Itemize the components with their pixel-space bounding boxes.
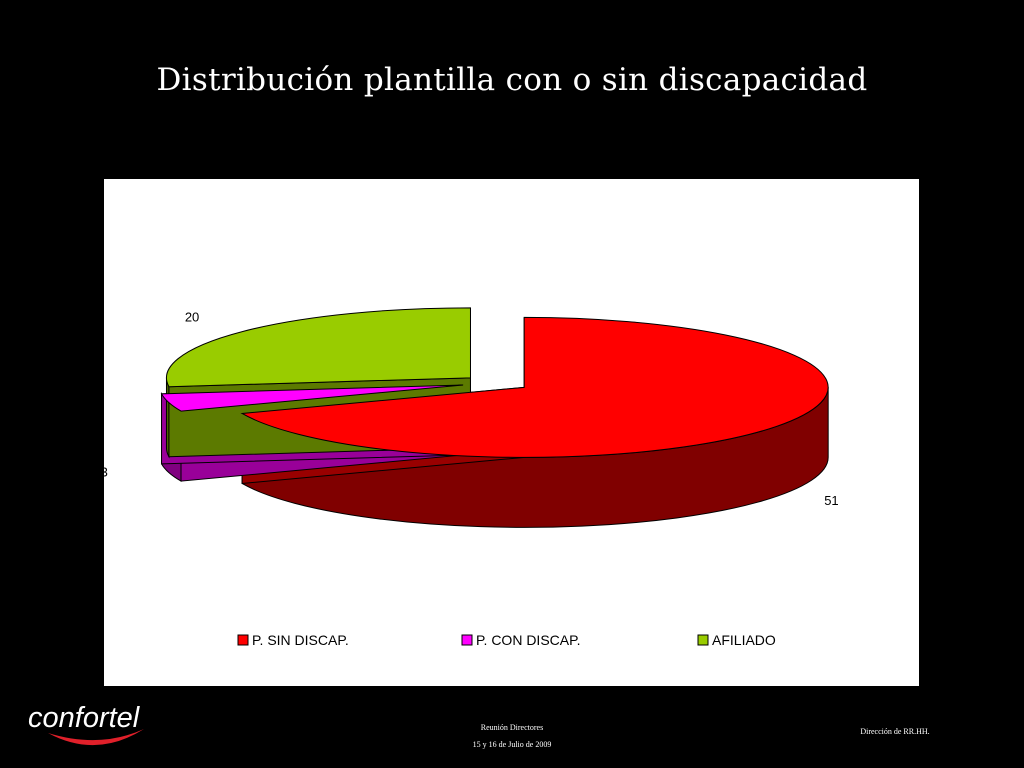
department-label: Dirección de RR.HH.: [860, 727, 930, 736]
meeting-date: 15 y 16 de Julio de 2009: [472, 740, 552, 749]
legend-label-2: P. CON DISCAP.: [476, 632, 581, 648]
legend-label-1: P. SIN DISCAP.: [252, 632, 349, 648]
data-label-2: 3: [104, 464, 108, 479]
pie-slice-3: [166, 307, 471, 388]
data-label-1: 51: [824, 493, 838, 508]
data-label-3: 20: [185, 309, 199, 324]
legend-swatch-1: [237, 634, 249, 646]
meeting-title: Reunión Directores: [480, 723, 544, 732]
chart-panel: 51 3 20 P. SIN DISCAP. P. CON DISCAP. AFILIAD…: [104, 179, 919, 686]
logo-text: confortel: [28, 702, 141, 734]
legend-swatch-2: [461, 634, 473, 646]
meeting-info: Reunión Directores 15 y 16 de Julio de 2…: [412, 719, 612, 753]
pie-chart: 51 3 20 P. SIN DISCAP. P. CON DISCAP. AFILIAD…: [104, 307, 839, 648]
legend-swatch-3: [697, 634, 709, 646]
logo-swoosh: [48, 729, 144, 746]
pie-slice-1: [240, 316, 829, 458]
pie-slice-2: [160, 384, 464, 412]
slide-title: Distribución plantilla con o sin discapa…: [156, 62, 868, 98]
legend-label-3: AFILIADO: [712, 632, 776, 648]
confortel-logo: confortel: [28, 702, 144, 746]
